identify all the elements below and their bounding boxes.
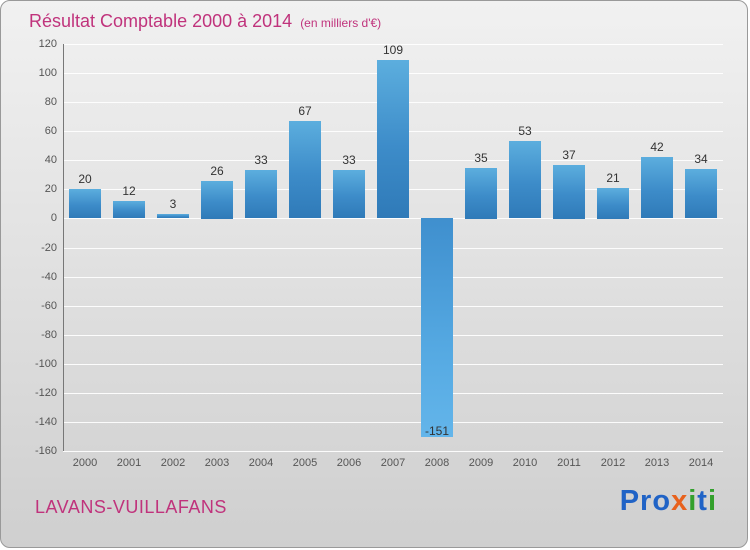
bar-2013 xyxy=(641,157,673,218)
gridline xyxy=(63,248,723,249)
logo-letter-1: r xyxy=(640,485,653,517)
value-label-2009: 35 xyxy=(474,151,488,165)
value-label-2013: 42 xyxy=(650,140,664,154)
gridline xyxy=(63,218,723,219)
x-tick-label-2010: 2010 xyxy=(512,457,538,469)
y-tick-label: 20 xyxy=(44,183,57,195)
bar-2007 xyxy=(377,60,409,218)
bar-2006 xyxy=(333,170,365,218)
x-tick-label-2000: 2000 xyxy=(72,457,98,469)
y-tick-label: -80 xyxy=(41,329,57,341)
gridline xyxy=(63,277,723,278)
gridline xyxy=(63,364,723,365)
x-tick-label-2014: 2014 xyxy=(688,457,714,469)
value-label-2010: 53 xyxy=(518,124,532,138)
y-tick-label: 80 xyxy=(44,96,57,108)
bar-2014 xyxy=(685,169,717,218)
proxiti-logo: Proxiti xyxy=(620,485,717,518)
y-tick-label: 120 xyxy=(38,38,57,50)
bar-2009 xyxy=(465,168,497,219)
y-tick-label: 40 xyxy=(44,154,57,166)
bar-2005 xyxy=(289,121,321,218)
value-label-2005: 67 xyxy=(298,104,312,118)
gridline xyxy=(63,451,723,452)
logo-letter-5: t xyxy=(697,485,708,517)
bar-2000 xyxy=(69,189,101,218)
value-label-2007: 109 xyxy=(382,43,404,57)
x-tick-label-2006: 2006 xyxy=(336,457,362,469)
value-label-2012: 21 xyxy=(606,171,620,185)
bar-2010 xyxy=(509,141,541,218)
x-tick-label-2011: 2011 xyxy=(557,457,581,469)
gridline xyxy=(63,306,723,307)
value-label-2006: 33 xyxy=(342,153,356,167)
gridline xyxy=(63,44,723,45)
chart-title: Résultat Comptable 2000 à 2014 xyxy=(29,11,293,31)
y-tick-label: -100 xyxy=(34,358,57,370)
y-tick-label: 0 xyxy=(50,212,57,224)
municipality-name: LAVANS-VUILLAFANS xyxy=(35,497,227,517)
y-tick-label: -160 xyxy=(34,445,57,457)
bar-2008 xyxy=(421,218,453,437)
bar-2003 xyxy=(201,181,233,219)
value-label-2003: 26 xyxy=(210,164,224,178)
y-axis-line xyxy=(63,44,64,451)
x-tick-label-2004: 2004 xyxy=(248,457,274,469)
value-label-2002: 3 xyxy=(169,197,177,211)
value-label-2004: 33 xyxy=(254,153,268,167)
y-tick-label: -140 xyxy=(34,416,57,428)
y-tick-label: -40 xyxy=(41,271,57,283)
y-tick-label: 100 xyxy=(38,67,57,79)
title-row: Résultat Comptable 2000 à 2014 (en millie… xyxy=(29,11,381,32)
gridline xyxy=(63,393,723,394)
x-tick-label-2007: 2007 xyxy=(380,457,406,469)
logo-letter-6: i xyxy=(707,485,717,517)
logo-letter-2: o xyxy=(652,485,672,517)
x-tick-label-2012: 2012 xyxy=(600,457,626,469)
value-label-2011: 37 xyxy=(562,148,576,162)
y-tick-label: -60 xyxy=(41,300,57,312)
x-tick-label-2003: 2003 xyxy=(204,457,230,469)
logo-letter-4: i xyxy=(688,485,698,517)
logo-letter-0: P xyxy=(619,485,641,517)
y-tick-label: -20 xyxy=(41,242,57,254)
x-tick-label-2005: 2005 xyxy=(292,457,318,469)
y-tick-label: -120 xyxy=(34,387,57,399)
x-tick-label-2002: 2002 xyxy=(160,457,186,469)
bar-2011 xyxy=(553,165,585,219)
x-tick-label-2009: 2009 xyxy=(468,457,494,469)
bar-2001 xyxy=(113,201,145,218)
value-label-2001: 12 xyxy=(122,184,136,198)
bar-2004 xyxy=(245,170,277,218)
chart-subtitle: (en milliers d'€) xyxy=(300,16,382,30)
logo-letter-3: x xyxy=(671,485,689,517)
value-label-2014: 34 xyxy=(694,152,708,166)
value-label-2008: -151 xyxy=(424,424,450,438)
bar-2012 xyxy=(597,188,629,219)
bar-2002 xyxy=(157,214,189,218)
x-tick-label-2013: 2013 xyxy=(644,457,670,469)
x-tick-label-2001: 2001 xyxy=(116,457,142,469)
gridline xyxy=(63,422,723,423)
gridline xyxy=(63,335,723,336)
y-tick-label: 60 xyxy=(44,125,57,137)
value-label-2000: 20 xyxy=(78,172,92,186)
x-tick-label-2008: 2008 xyxy=(424,457,450,469)
